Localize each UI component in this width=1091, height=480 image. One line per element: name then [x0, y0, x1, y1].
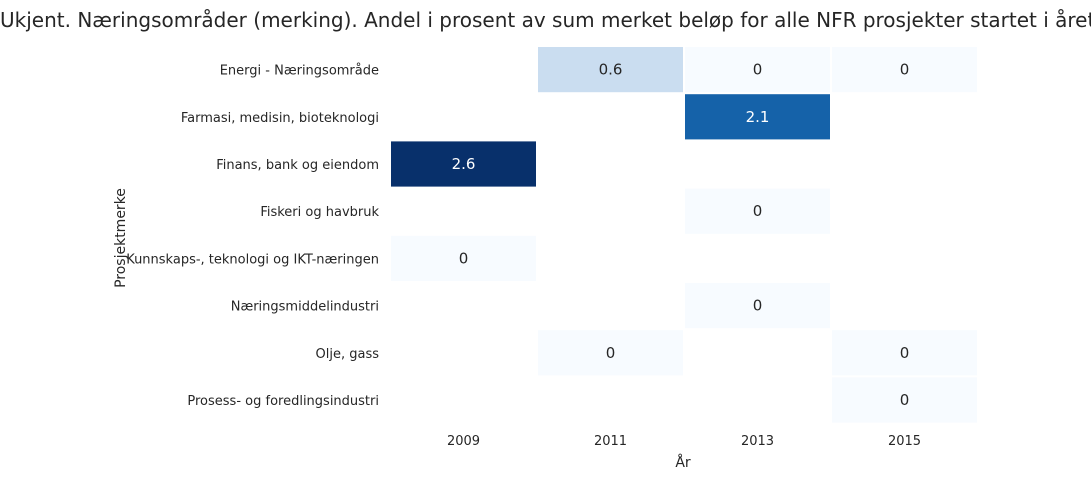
- cell-value-label: 0: [900, 391, 910, 409]
- cell-value-label: 0: [753, 202, 763, 220]
- heatmap-cell: [536, 328, 685, 378]
- heatmap-cell: [683, 92, 832, 142]
- heatmap-cell: [683, 45, 832, 95]
- cell-value-label: 0.6: [599, 61, 623, 79]
- heatmap-cell: [830, 328, 979, 378]
- column-label: 2013: [741, 434, 774, 449]
- row-label: Energi - Næringsområde: [220, 64, 379, 79]
- row-labels: Energi - Næringsområde Farmasi, medisin, …: [126, 64, 379, 409]
- column-label: 2011: [594, 434, 627, 449]
- row-label: Fiskeri og havbruk: [260, 205, 379, 220]
- heatmap-cell: [830, 375, 979, 425]
- cell-value-label: 0: [753, 297, 763, 315]
- heatmap-cell: [536, 45, 685, 95]
- chart-title: Ukjent. Næringsområder (merking). Andel …: [0, 8, 1091, 32]
- heatmap-cell: [389, 233, 538, 284]
- column-label: 2015: [888, 434, 921, 449]
- cell-value-label: 0: [459, 249, 469, 267]
- x-axis-label: År: [675, 454, 691, 471]
- cell-value-label: 0: [606, 344, 616, 362]
- y-axis-label: Prosjektmerke: [113, 188, 129, 288]
- column-labels: 2009 2011 2013 2015: [447, 434, 921, 449]
- cell-value-label: 0: [753, 61, 763, 79]
- row-label: Finans, bank og eiendom: [216, 158, 379, 173]
- row-label: Prosess- og foredlingsindustri: [187, 394, 379, 409]
- row-label: Næringsmiddelindustri: [231, 300, 379, 315]
- heatmap-cell: [683, 186, 832, 236]
- cell-value-label: 0: [900, 61, 910, 79]
- row-label: Farmasi, medisin, bioteknologi: [181, 111, 379, 126]
- cell-value-label: 2.1: [746, 108, 770, 126]
- heatmap-cells: 0.6 0 0 2.1 2.6 0 0 0 0 0 0: [389, 45, 979, 425]
- row-label: Kunnskaps-, teknologi og IKT-næringen: [126, 252, 379, 267]
- cell-value-label: 0: [900, 344, 910, 362]
- heatmap-cell: [830, 45, 979, 95]
- heatmap-cell: [389, 139, 538, 189]
- cell-value-label: 2.6: [452, 155, 476, 173]
- column-label: 2009: [447, 434, 480, 449]
- row-label: Olje, gass: [316, 347, 380, 362]
- heatmap-cell: [683, 281, 832, 331]
